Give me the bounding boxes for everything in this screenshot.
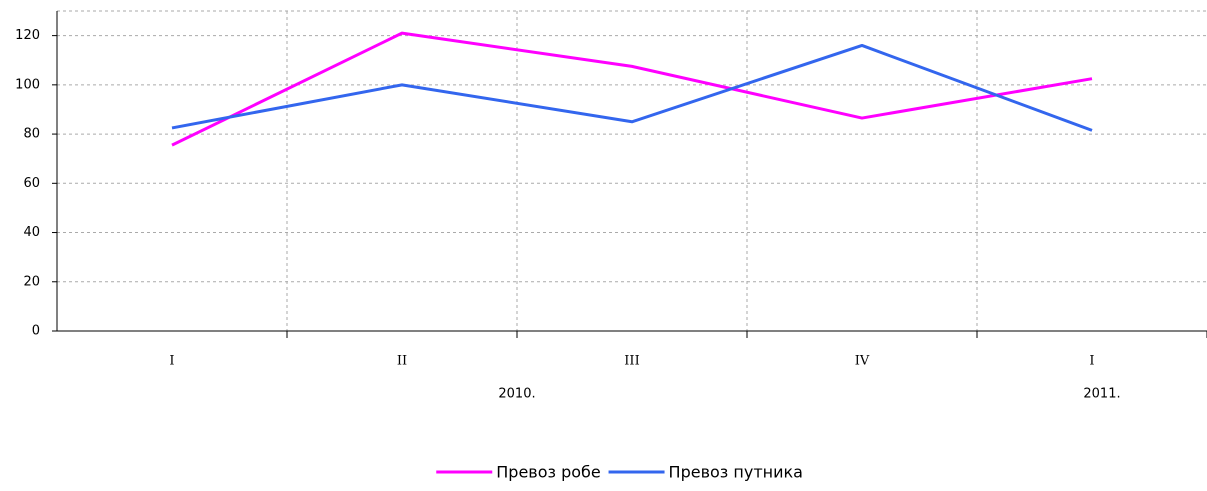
legend-label: Превоз путника	[669, 463, 803, 482]
y-tick-label: 20	[23, 274, 40, 289]
y-tick-label: 100	[15, 77, 40, 92]
x-tick-label: I	[169, 354, 174, 369]
y-tick-label: 60	[23, 176, 40, 191]
x-tick-label: II	[397, 354, 407, 369]
series-line	[171, 31, 1093, 147]
legend-label: Превоз робе	[496, 463, 601, 482]
x-tick-label: III	[624, 354, 639, 369]
legend: Превоз робе Превоз путника	[436, 463, 803, 482]
y-tick-label: 80	[23, 127, 40, 142]
x-group-label: 2011.	[1083, 387, 1120, 402]
y-tick-label: 0	[32, 324, 40, 339]
y-tick-label: 40	[23, 225, 40, 240]
x-tick-label: I	[1089, 354, 1094, 369]
y-tick-label: 120	[15, 28, 40, 43]
x-tick-label: IV	[855, 354, 870, 369]
x-group-label: 2010.	[498, 387, 535, 402]
series-line	[171, 43, 1093, 132]
